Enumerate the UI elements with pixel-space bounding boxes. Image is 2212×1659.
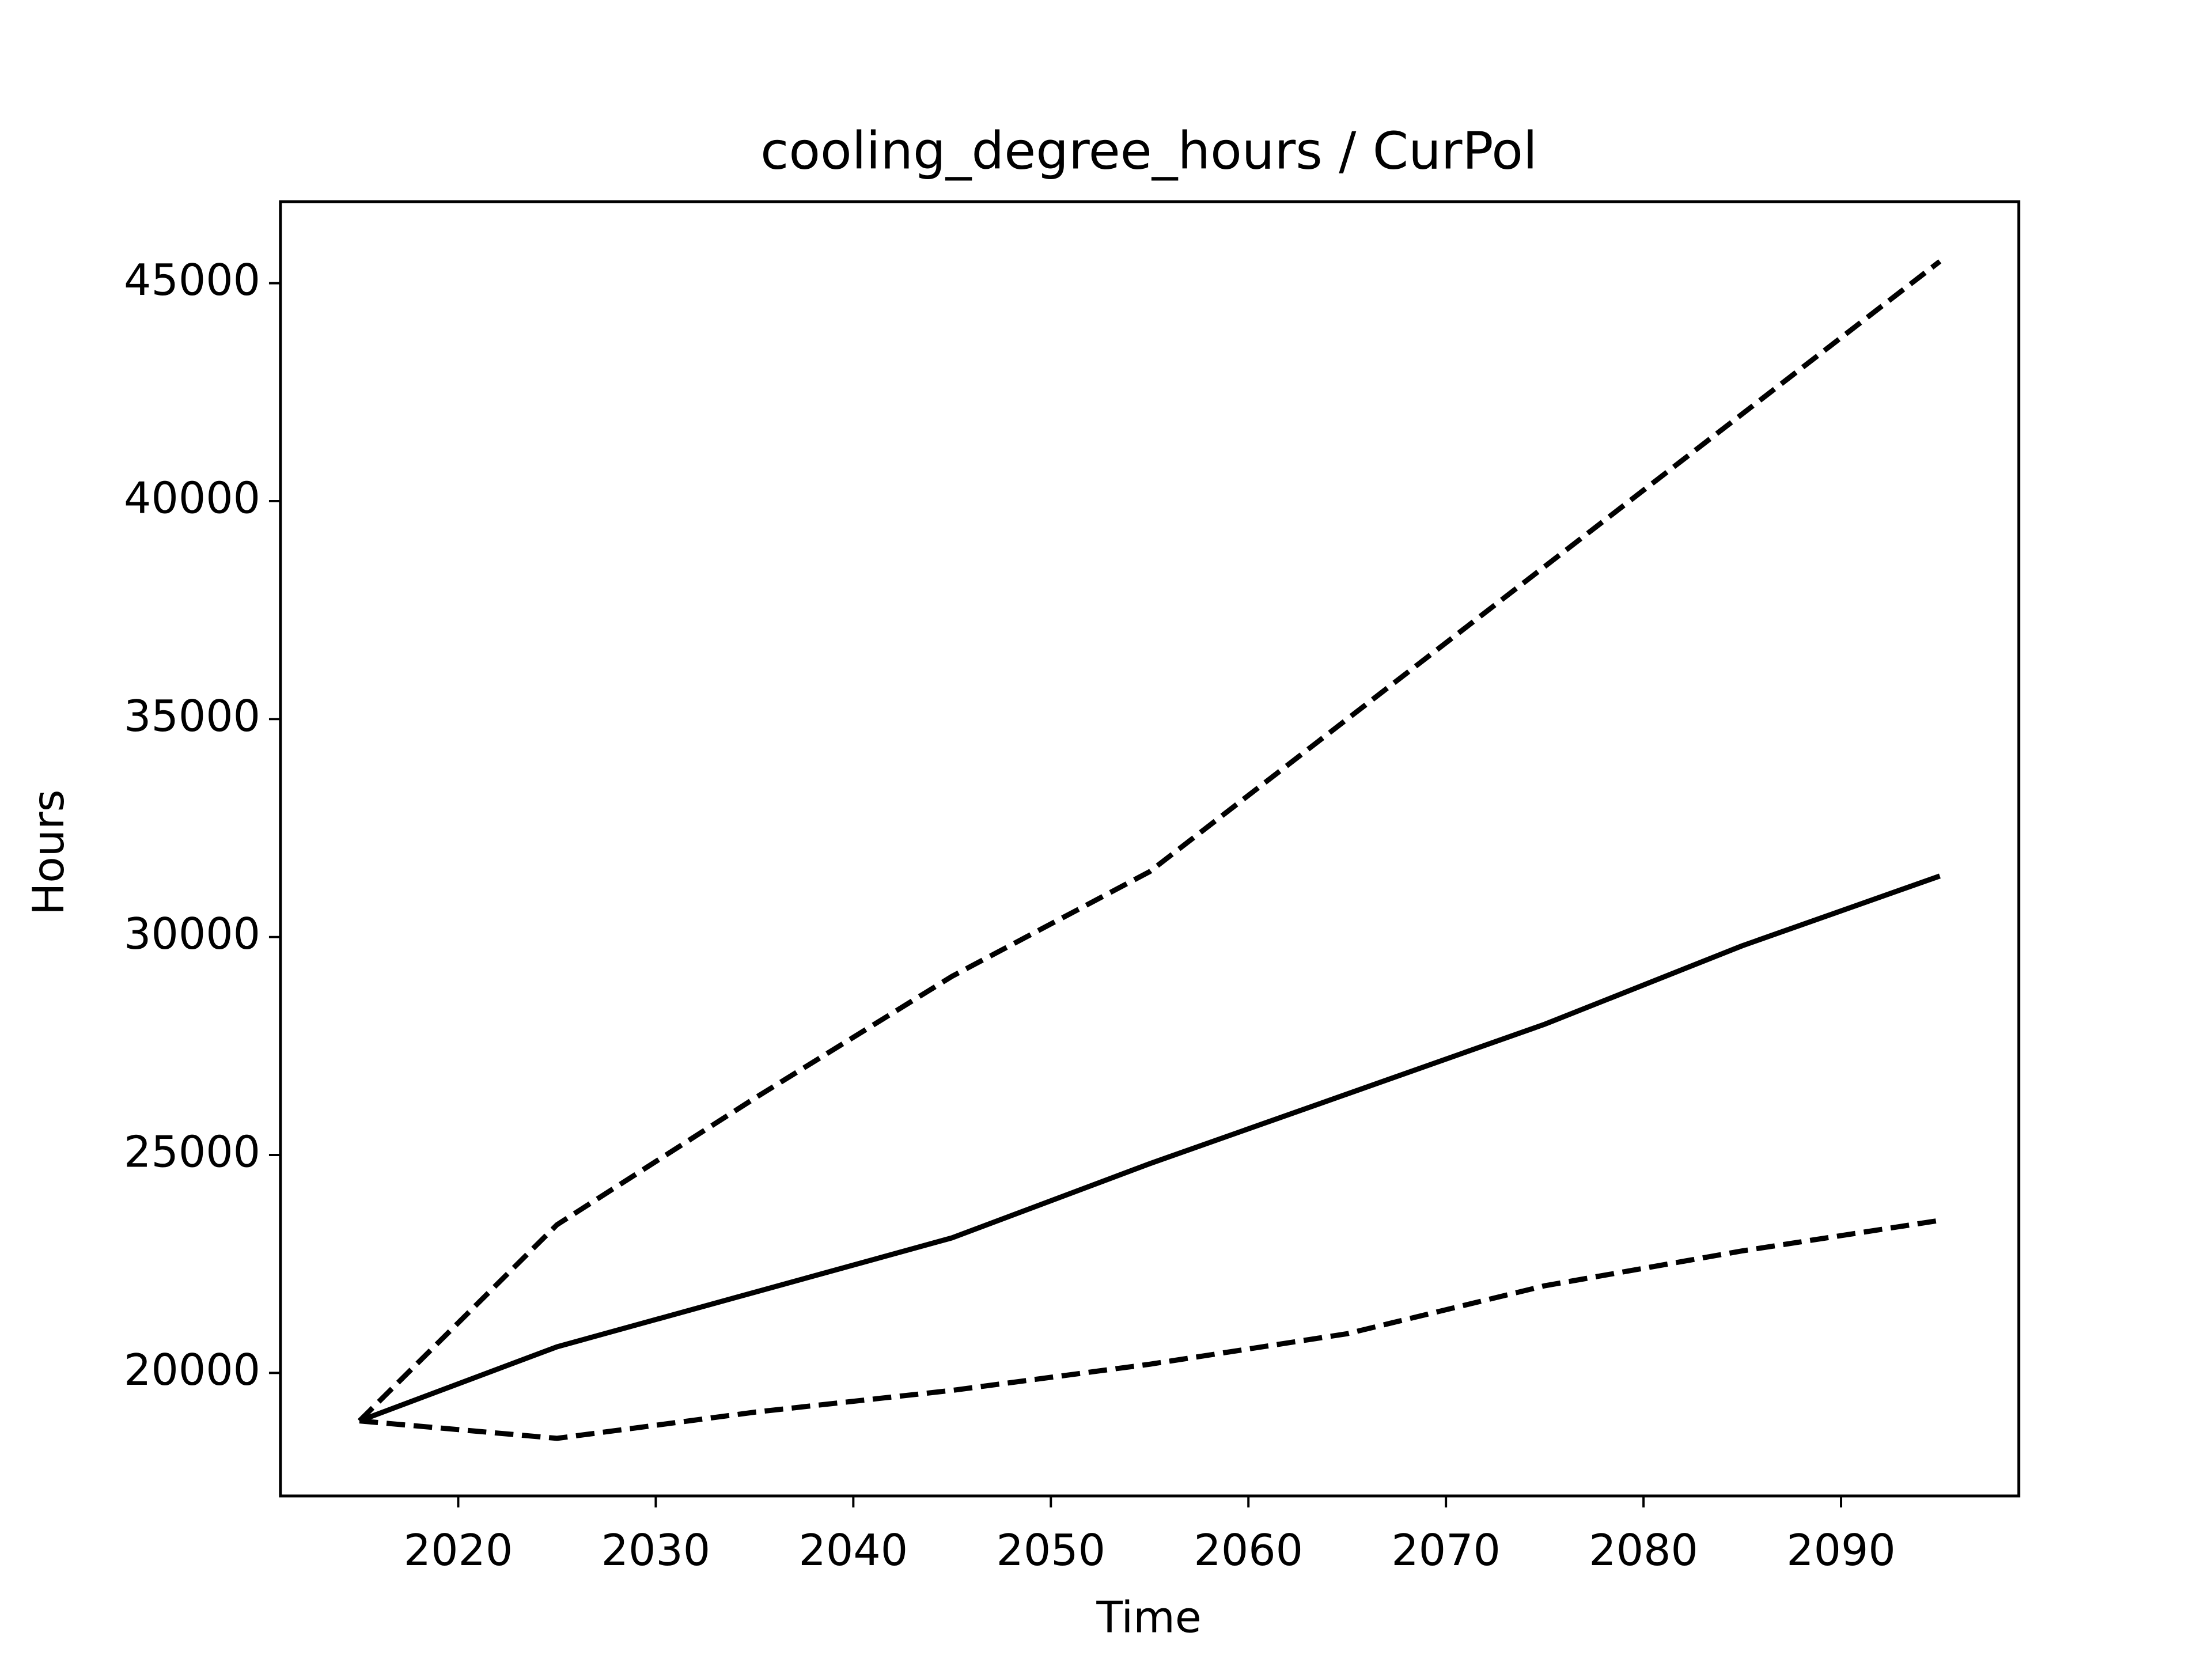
x-tick-label: 2050 (996, 1525, 1105, 1575)
x-tick-label: 2020 (404, 1525, 513, 1575)
x-tick-label: 2070 (1391, 1525, 1501, 1575)
x-tick-label: 2060 (1194, 1525, 1303, 1575)
x-tick-label: 2090 (1786, 1525, 1896, 1575)
y-tick-label: 30000 (124, 909, 260, 959)
x-tick-label: 2080 (1589, 1525, 1698, 1575)
x-tick-label: 2030 (601, 1525, 711, 1575)
data-line (359, 1218, 1941, 1441)
y-tick-label: 25000 (124, 1127, 260, 1177)
data-line (358, 873, 1941, 1423)
y-axis-label: Hours (24, 790, 74, 915)
y-tick-label: 35000 (124, 691, 260, 741)
plot-frame (279, 200, 2021, 1498)
data-line (357, 259, 1942, 1423)
y-tick-label: 20000 (124, 1345, 260, 1395)
chart-title: cooling_degree_hours / CurPol (760, 122, 1537, 181)
x-tick-label: 2040 (799, 1525, 908, 1575)
y-tick-label: 40000 (124, 473, 260, 523)
y-tick-label: 45000 (124, 255, 260, 305)
x-axis-label: Time (1096, 1592, 1201, 1642)
